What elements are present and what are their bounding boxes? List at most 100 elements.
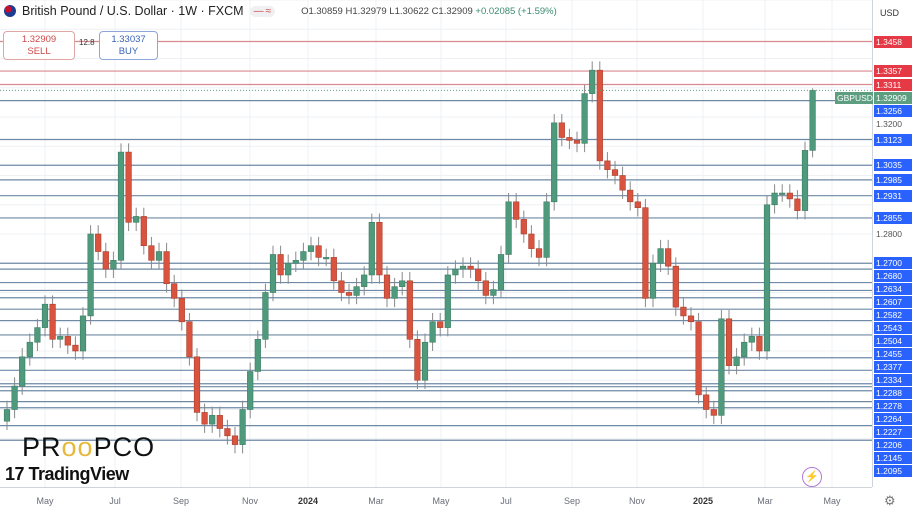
level-price-label: 1.2634 [874, 283, 912, 296]
candle-bearish [467, 265, 474, 270]
propco-logo: PRooPCO [22, 432, 156, 462]
candle-bullish [444, 274, 451, 328]
level-price-label: 1.3256 [874, 104, 912, 117]
level-price-label: 1.2582 [874, 309, 912, 322]
level-price-label: 1.2278 [874, 400, 912, 413]
candle-bearish [535, 248, 543, 258]
candle-bearish [604, 160, 611, 170]
time-tick-label: May [432, 496, 450, 506]
candle-bearish [710, 409, 717, 416]
candle-bullish [209, 415, 216, 425]
candle-bullish [323, 257, 330, 260]
candle-bullish [490, 289, 497, 296]
level-price-label: 1.2264 [874, 413, 912, 426]
time-tick-label: 2025 [692, 496, 714, 506]
chart-mode-pill[interactable]: — ≈ [249, 5, 276, 17]
level-price-label: 1.2206 [874, 439, 912, 452]
approx-icon[interactable]: ≈ [265, 5, 272, 17]
time-tick-label: Mar [757, 496, 773, 506]
candle-bearish [193, 356, 201, 413]
candle-bearish [224, 428, 231, 437]
settings-gear-icon[interactable]: ⚙ [884, 493, 896, 508]
candle-bearish [171, 283, 178, 299]
candle-bearish [406, 280, 413, 340]
candle-bearish [695, 321, 702, 396]
candle-bullish [771, 192, 778, 206]
symbol-title[interactable]: British Pound / U.S. Dollar · 1W · FXCM [22, 4, 244, 18]
candle-bearish [611, 169, 619, 176]
level-price-label: 1.2095 [874, 465, 912, 478]
candle-bullish [368, 222, 375, 276]
candle-bullish [285, 262, 292, 276]
time-tick-label: Nov [628, 496, 646, 506]
candle-bearish [642, 207, 649, 299]
candle-bullish [247, 371, 254, 410]
candle-bullish [361, 274, 368, 287]
candle-bullish [505, 201, 512, 255]
time-axis[interactable]: May Jul Sep Nov 2024 Mar May Jul Sep Nov 2025 Mar Ma… [0, 487, 872, 514]
candle-bullish [581, 93, 588, 144]
sell-button[interactable]: 1.32909 SELL [3, 31, 75, 60]
candle-bearish [201, 412, 208, 425]
candle-bullish [429, 321, 436, 343]
candle-bearish [725, 318, 733, 366]
level-price-label: 1.3123 [874, 133, 912, 146]
candle-bearish [140, 216, 147, 246]
sell-price: 1.32909 [21, 34, 57, 45]
candle-bullish [26, 341, 33, 358]
candle-bullish [543, 201, 550, 258]
level-price-label: 1.2543 [874, 322, 912, 335]
time-tick-label: 2024 [297, 496, 319, 506]
level-price-label: 1.2288 [874, 387, 912, 400]
candle-bullish [741, 341, 748, 358]
candle-bullish [269, 254, 277, 293]
buy-button[interactable]: 1.33037 BUY [99, 31, 158, 60]
candle-bearish [216, 415, 223, 429]
candle-bearish [573, 140, 581, 144]
price-chart[interactable] [0, 0, 872, 487]
time-tick-label: May [823, 496, 841, 506]
candle-bullish [459, 265, 467, 270]
symbol-price-tag: GBPUSD [835, 91, 873, 104]
level-price-label: 1.2700 [874, 257, 912, 270]
candle-bullish [809, 90, 816, 151]
price-axis[interactable]: 1.3458 1.3357 1.3311 1.32909 GBPUSD 1.3256 1.3… [835, 0, 912, 487]
candle-bullish [399, 280, 406, 287]
candle-bearish [794, 198, 801, 211]
candle-bearish [102, 251, 109, 270]
ohlc-change: +0.02085 (+1.59%) [475, 5, 557, 17]
candle-bearish [414, 338, 421, 381]
candle-bearish [231, 435, 239, 445]
tradingview-logo: 17 TradingView [5, 464, 129, 484]
candle-bearish [680, 306, 687, 317]
candle-bearish [72, 344, 79, 352]
candle-bearish [277, 254, 284, 276]
candle-bullish [300, 251, 307, 261]
candle-bearish [627, 189, 634, 203]
level-price-label: 1.3035 [874, 159, 912, 172]
candle-bearish [528, 233, 535, 249]
candle-bearish [178, 298, 185, 323]
price-tick-label: 1.2800 [874, 228, 912, 240]
minus-icon[interactable]: — [253, 5, 264, 17]
candle-bullish [110, 260, 117, 270]
candle-bearish [665, 248, 672, 267]
candle-bullish [589, 69, 596, 94]
level-price-label: 1.3357 [874, 65, 912, 78]
lightning-icon[interactable]: ⚡ [802, 467, 822, 487]
level-price-label: 1.3458 [874, 35, 912, 48]
candle-bullish [748, 336, 755, 343]
candle-bearish [95, 233, 102, 252]
candle-bullish [649, 262, 657, 299]
candle-bullish [3, 409, 11, 422]
candle-bullish [551, 122, 558, 203]
candle-bullish [718, 318, 725, 416]
price-tick-label: 1.3200 [874, 117, 912, 130]
candle-bearish [634, 201, 641, 208]
candle-bullish [391, 286, 398, 299]
time-tick-label: Sep [563, 496, 581, 506]
candle-bearish [513, 201, 520, 220]
candle-bearish [786, 192, 793, 200]
spread-value: 12.8 [79, 38, 95, 47]
level-price-label: 1.2377 [874, 361, 912, 374]
